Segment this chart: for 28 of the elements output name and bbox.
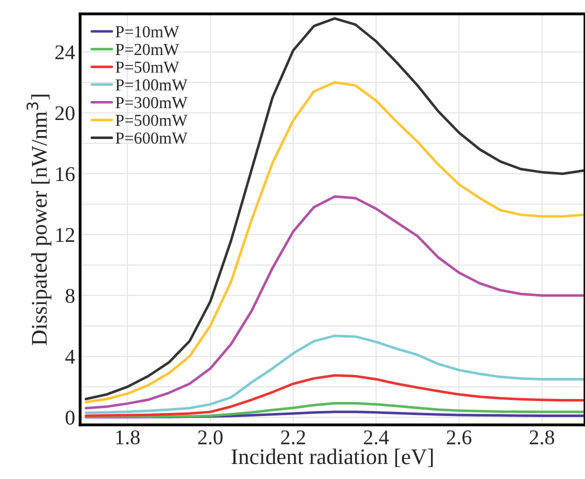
x-tick-label: 2.8 (530, 430, 554, 444)
legend-label: P=100mW (116, 79, 188, 91)
line-series (84, 374, 585, 417)
y-tick-label: 16 (56, 167, 75, 182)
y-tick-label: 12 (56, 228, 74, 242)
x-tick-label: 2.4 (364, 430, 389, 444)
y-tick-label: 0 (66, 410, 74, 425)
x-axis-title: Incident radiation [eV] (232, 448, 433, 468)
y-tick-label: 24 (55, 45, 75, 60)
x-tick-label: 2.0 (198, 430, 223, 444)
x-tick-label: 2.2 (281, 430, 306, 444)
x-tick-label: 1.8 (116, 430, 140, 444)
legend-label: P=600mW (116, 132, 188, 144)
line-series (84, 195, 585, 410)
legend-label: P=500mW (116, 114, 188, 126)
legend-label: P=10mW (116, 26, 180, 38)
y-tick-label: 8 (66, 288, 74, 303)
legend-label: P=300mW (116, 97, 188, 108)
y-tick-label: 4 (65, 350, 75, 364)
line-series (84, 81, 585, 404)
x-tick-label: 2.6 (446, 430, 472, 444)
line-series (84, 334, 585, 414)
legend-label: P=50mW (116, 62, 180, 73)
line-series (84, 402, 585, 418)
line-series (84, 17, 585, 400)
y-tick-label: 20 (55, 106, 74, 120)
legend-label: P=20mW (116, 44, 180, 56)
y-axis-title: Dissipated power [nW/nm$^{3}$] (26, 94, 52, 346)
